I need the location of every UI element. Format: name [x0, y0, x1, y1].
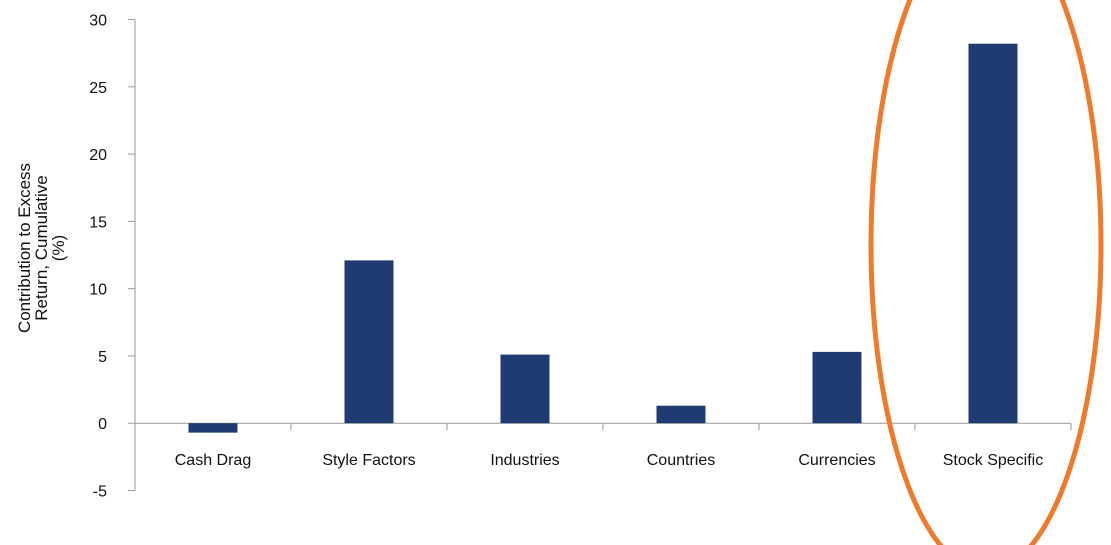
x-tick-label: Industries	[490, 452, 559, 469]
bar-cash-drag	[188, 423, 238, 433]
y-tick-label: 15	[89, 214, 107, 231]
y-tick-label: 0	[98, 416, 107, 433]
y-axis-title-line-2: Return, Cumulative	[32, 175, 51, 321]
y-tick-label: 30	[89, 13, 107, 30]
x-tick-label: Style Factors	[322, 452, 415, 469]
y-axis-ticks: -5 0 5 10 15 20 25 30	[89, 13, 135, 501]
highlight-ellipse	[868, 0, 1104, 545]
y-tick-label: -5	[93, 484, 107, 501]
y-tick-label: 25	[89, 80, 107, 97]
bar-industries	[500, 354, 550, 424]
bars	[188, 43, 1018, 433]
bar-style-factors	[344, 260, 394, 424]
y-axis-title-line-3: (%)	[49, 235, 68, 261]
y-tick-label: 5	[98, 349, 107, 366]
bar-stock-specific	[968, 43, 1018, 424]
x-tick-label: Currencies	[798, 452, 875, 469]
y-axis-title: Contribution to Excess Return, Cumulativ…	[15, 163, 68, 333]
x-tick-label: Cash Drag	[175, 452, 251, 469]
x-axis-labels: Cash Drag Style Factors Industries Countrie…	[175, 452, 1043, 469]
x-tick-label: Stock Specific	[943, 452, 1043, 469]
x-tick-label: Countries	[647, 452, 715, 469]
y-tick-label: 20	[89, 147, 107, 164]
bar-currencies	[812, 351, 862, 424]
bar-countries	[656, 405, 706, 424]
y-tick-label: 10	[89, 282, 107, 299]
y-axis-title-line-1: Contribution to Excess	[15, 163, 34, 333]
axes	[134, 19, 1072, 491]
